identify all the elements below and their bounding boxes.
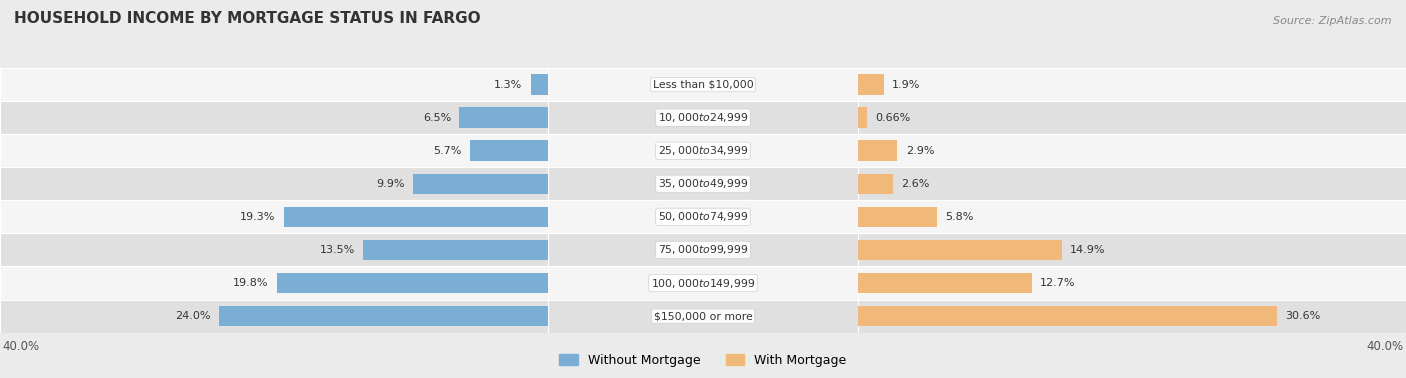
Text: HOUSEHOLD INCOME BY MORTGAGE STATUS IN FARGO: HOUSEHOLD INCOME BY MORTGAGE STATUS IN F… xyxy=(14,11,481,26)
Bar xyxy=(548,68,858,101)
Text: Source: ZipAtlas.com: Source: ZipAtlas.com xyxy=(1274,17,1392,26)
Text: 6.5%: 6.5% xyxy=(423,113,451,122)
Bar xyxy=(858,141,897,161)
Bar xyxy=(0,167,548,200)
Bar xyxy=(0,101,548,134)
Text: 19.8%: 19.8% xyxy=(233,278,269,288)
Text: 2.6%: 2.6% xyxy=(901,179,929,189)
Bar xyxy=(277,273,548,293)
Text: $100,000 to $149,999: $100,000 to $149,999 xyxy=(651,277,755,290)
Bar xyxy=(548,299,858,333)
Bar xyxy=(548,167,858,200)
Text: 0.66%: 0.66% xyxy=(875,113,910,122)
Bar xyxy=(284,207,548,227)
Text: $75,000 to $99,999: $75,000 to $99,999 xyxy=(658,243,748,256)
Bar xyxy=(0,68,548,101)
Text: $35,000 to $49,999: $35,000 to $49,999 xyxy=(658,177,748,190)
Text: 40.0%: 40.0% xyxy=(3,340,39,353)
Bar xyxy=(858,68,1406,101)
Bar xyxy=(470,141,548,161)
Bar xyxy=(858,74,884,95)
Text: $150,000 or more: $150,000 or more xyxy=(654,311,752,321)
Bar xyxy=(548,266,858,299)
Text: 24.0%: 24.0% xyxy=(176,311,211,321)
Bar xyxy=(858,134,1406,167)
Bar xyxy=(412,174,548,194)
Bar xyxy=(858,174,893,194)
Bar xyxy=(530,74,548,95)
Text: $50,000 to $74,999: $50,000 to $74,999 xyxy=(658,211,748,223)
Bar xyxy=(219,306,548,326)
Text: 40.0%: 40.0% xyxy=(1367,340,1403,353)
Bar xyxy=(363,240,548,260)
Text: Less than $10,000: Less than $10,000 xyxy=(652,80,754,90)
Text: $25,000 to $34,999: $25,000 to $34,999 xyxy=(658,144,748,157)
Bar xyxy=(858,167,1406,200)
Legend: Without Mortgage, With Mortgage: Without Mortgage, With Mortgage xyxy=(554,349,852,372)
Bar xyxy=(858,240,1062,260)
Text: 14.9%: 14.9% xyxy=(1070,245,1105,255)
Bar xyxy=(548,101,858,134)
Text: 13.5%: 13.5% xyxy=(319,245,356,255)
Text: 9.9%: 9.9% xyxy=(375,179,405,189)
Bar xyxy=(858,107,866,128)
Text: 2.9%: 2.9% xyxy=(905,146,934,156)
Text: $10,000 to $24,999: $10,000 to $24,999 xyxy=(658,111,748,124)
Bar xyxy=(858,306,1277,326)
Bar xyxy=(858,266,1406,299)
Bar xyxy=(548,134,858,167)
Bar xyxy=(0,200,548,234)
Bar xyxy=(0,134,548,167)
Text: 1.9%: 1.9% xyxy=(891,80,921,90)
Text: 1.3%: 1.3% xyxy=(494,80,522,90)
Bar xyxy=(858,299,1406,333)
Bar xyxy=(858,273,1032,293)
Bar xyxy=(460,107,548,128)
Bar xyxy=(548,200,858,234)
Bar xyxy=(0,299,548,333)
Text: 12.7%: 12.7% xyxy=(1040,278,1076,288)
Text: 30.6%: 30.6% xyxy=(1285,311,1320,321)
Bar xyxy=(858,200,1406,234)
Text: 5.8%: 5.8% xyxy=(945,212,974,222)
Bar xyxy=(858,234,1406,266)
Bar xyxy=(858,207,938,227)
Bar xyxy=(0,266,548,299)
Bar xyxy=(548,234,858,266)
Text: 5.7%: 5.7% xyxy=(433,146,463,156)
Bar xyxy=(858,101,1406,134)
Bar xyxy=(0,234,548,266)
Text: 19.3%: 19.3% xyxy=(240,212,276,222)
